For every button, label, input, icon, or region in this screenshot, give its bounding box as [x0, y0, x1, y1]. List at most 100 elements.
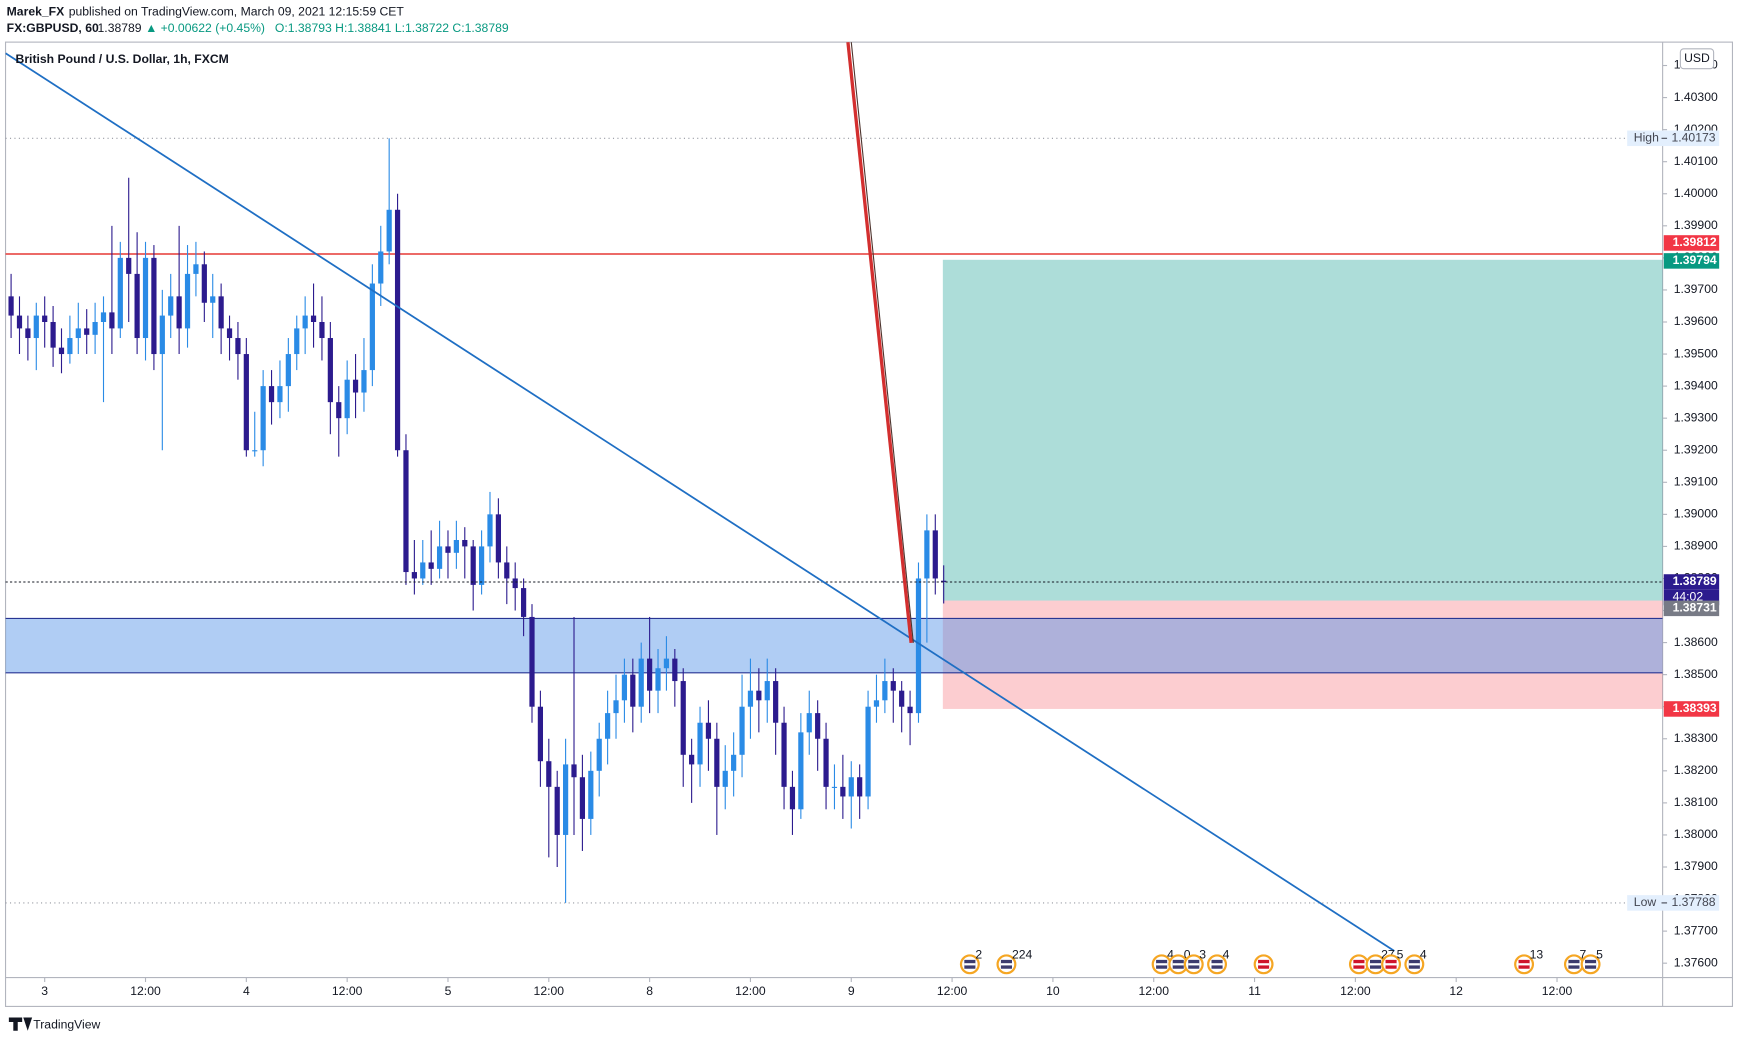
event-count: 4 — [1167, 948, 1174, 962]
x-tick-label: 12:00 — [332, 984, 363, 998]
candle-body — [294, 328, 300, 355]
trend-line — [5, 52, 1395, 952]
low-tag-value: 1.37788 — [1671, 895, 1715, 909]
event-count: 5 — [1397, 948, 1404, 962]
candle-body — [218, 296, 224, 329]
resistance-tag-label: 1.39812 — [1673, 235, 1717, 249]
event-count: 4 — [1223, 948, 1230, 962]
footer-bar — [0, 1007, 1738, 1043]
candle-body — [588, 770, 594, 819]
candle-body — [285, 354, 291, 387]
candle-body — [554, 786, 560, 835]
candle-body — [722, 770, 728, 787]
x-tick-label: 8 — [646, 984, 653, 998]
entry-tag-label: 1.38731 — [1673, 601, 1717, 615]
candle-body — [369, 283, 375, 371]
stop-tag-label: 1.38393 — [1673, 701, 1717, 715]
event-flag-stripe — [964, 963, 976, 966]
candle-body — [193, 264, 199, 274]
low-tag-name: Low — [1634, 895, 1657, 909]
high-tag — [1627, 130, 1720, 147]
event-flag-stripe — [1211, 963, 1223, 966]
candle-body — [134, 273, 140, 339]
candle-body — [596, 738, 602, 771]
event-count: 7 — [1579, 948, 1586, 962]
x-tick-label: 12 — [1449, 984, 1463, 998]
event-flag-stripe — [1172, 963, 1184, 966]
y-tick-label: 1.37600 — [1674, 955, 1718, 969]
candle-body — [848, 777, 854, 797]
y-tick-label: 1.40000 — [1674, 186, 1718, 200]
candle-body — [462, 539, 468, 547]
candle-body — [487, 514, 493, 547]
candle-body — [151, 257, 157, 355]
candle-body — [739, 706, 745, 755]
candle-body — [747, 690, 754, 707]
candle-body — [109, 312, 115, 329]
event-flag-stripe — [1568, 963, 1580, 966]
event-flag-stripe — [1408, 963, 1420, 966]
candle-body — [100, 312, 107, 322]
candle-body — [226, 328, 233, 339]
candle-body — [453, 539, 459, 553]
candle-body — [882, 681, 888, 701]
y-tick-label: 1.40100 — [1674, 154, 1718, 168]
candle-body — [319, 321, 325, 339]
high-tag-value: 1.40173 — [1671, 131, 1715, 145]
y-tick-label: 1.39100 — [1674, 475, 1718, 489]
candle-body — [789, 786, 796, 810]
demand-zone — [5, 618, 1663, 673]
event-flag-stripe — [1156, 963, 1168, 966]
candle-body — [605, 713, 611, 739]
last-tag — [1663, 574, 1720, 590]
candle-body — [798, 732, 804, 810]
countdown: 44:02 — [1673, 590, 1704, 604]
candle-body — [361, 370, 367, 393]
candle-body — [924, 530, 930, 579]
currency: USD — [1684, 51, 1710, 65]
candle-body — [478, 546, 485, 585]
frame — [4, 41, 1734, 1007]
candle-body — [277, 386, 283, 403]
event-count: 4 — [1420, 948, 1427, 962]
candle-body — [504, 562, 510, 579]
published: published on TradingView.com, March 09, … — [69, 4, 405, 18]
candle-body — [655, 668, 661, 691]
candle-body — [815, 713, 821, 739]
candle-body — [159, 315, 165, 355]
event-count: 0 — [1184, 948, 1191, 962]
y-tick-label: 1.39300 — [1674, 410, 1718, 424]
candle-body — [126, 257, 132, 274]
candle-body — [731, 754, 737, 771]
ohlc: O:1.38793 H:1.38841 L:1.38722 C:1.38789 — [275, 21, 509, 35]
x-tick-label: 4 — [243, 984, 250, 998]
candle-body — [680, 681, 686, 755]
candle-body — [907, 706, 913, 714]
candle-body — [176, 296, 182, 329]
candle-body — [67, 338, 73, 355]
candle-body — [865, 706, 871, 797]
candle-body — [773, 681, 779, 723]
candle-body — [470, 546, 476, 585]
candle-body — [394, 209, 401, 451]
stop-tag — [1663, 701, 1720, 717]
candle-body — [663, 658, 670, 669]
candle-body — [689, 754, 695, 765]
candle-body — [142, 257, 149, 339]
drawings — [5, 42, 1395, 952]
y-tick-label: 1.39500 — [1674, 346, 1718, 360]
candle-body — [327, 338, 333, 403]
x-tick-label: 12:00 — [1138, 984, 1169, 998]
candle-body — [823, 738, 829, 787]
candle-body — [546, 761, 552, 787]
steep-line-edge — [850, 42, 914, 643]
candle-body — [302, 315, 308, 329]
y-tick-label: 1.37900 — [1674, 859, 1718, 873]
candle-body — [915, 578, 922, 714]
y-tick-label: 1.38900 — [1674, 539, 1718, 553]
y-tick-label: 1.39000 — [1674, 507, 1718, 521]
low-tag — [1627, 895, 1720, 911]
candle-body — [697, 722, 703, 765]
candle-body — [705, 722, 712, 739]
candle-body — [8, 296, 14, 316]
